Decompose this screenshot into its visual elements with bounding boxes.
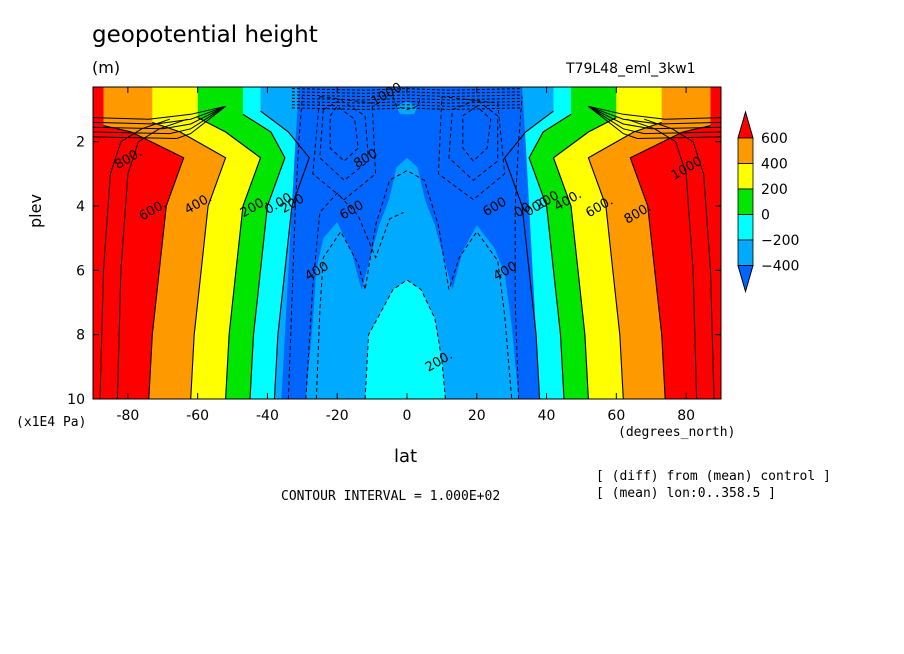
contour-line-dashed xyxy=(462,105,492,162)
colorbar-label: −200 xyxy=(761,233,799,249)
colorbar-label: 200 xyxy=(761,182,788,198)
chart-title: geopotential height xyxy=(92,22,318,48)
contour-line-dashed-top xyxy=(291,104,523,107)
contour-line-upper-right xyxy=(588,105,721,120)
contour-line-upper-left xyxy=(93,105,226,140)
contour-line-left xyxy=(197,117,262,399)
contour-line-left xyxy=(242,113,286,399)
contour-line-left xyxy=(260,110,310,399)
contour-line-dashed xyxy=(329,105,359,162)
contour-line-dashed xyxy=(364,279,446,399)
x-tick-label: 0 xyxy=(403,408,412,424)
contour-line-right xyxy=(504,110,554,399)
colorbar-label: 600 xyxy=(761,131,788,147)
contour-line-dashed xyxy=(319,99,370,181)
contour-line-left xyxy=(103,125,185,399)
contour-line-upper-right xyxy=(588,105,721,130)
contour-label: 00 xyxy=(512,200,534,221)
x-tick-label: 40 xyxy=(538,408,556,424)
fill-lightblue-upper xyxy=(386,157,428,255)
contour-line-dashed-top xyxy=(291,94,523,98)
x-tick-label: -20 xyxy=(326,408,349,424)
y-tick-label: 4 xyxy=(76,199,85,215)
colorbar-segment xyxy=(737,214,754,241)
mean-note: [ (mean) lon:0..358.5 ] xyxy=(596,486,777,501)
contour-line-upper-left xyxy=(93,105,226,125)
colorbar-label: −400 xyxy=(761,259,799,275)
contour-line-outer xyxy=(99,118,170,399)
chart-units: (m) xyxy=(92,58,121,77)
y-tick-label: 2 xyxy=(76,135,85,151)
contour-line-dashed xyxy=(287,96,303,399)
colorbar-segment xyxy=(737,188,754,215)
y-tick-label: 8 xyxy=(76,328,85,344)
colorbar-label: 0 xyxy=(761,208,770,224)
x-axis-unit: (degrees_north) xyxy=(618,425,736,440)
contour-line-dashed-top xyxy=(291,107,523,111)
colorbar-segment xyxy=(737,163,754,190)
contour-line-dashed xyxy=(392,96,422,111)
contour-line-dashed xyxy=(315,170,513,399)
contour-line-right xyxy=(587,121,662,399)
contour-line-dashed xyxy=(514,96,523,399)
run-name: T79L48_eml_3kw1 xyxy=(566,61,696,77)
x-tick-label: 20 xyxy=(468,408,486,424)
colorbar-arrow-bottom xyxy=(737,265,754,294)
contour-line-upper-right xyxy=(588,105,721,140)
contour-line-right xyxy=(629,125,711,399)
y-tick-label: 10 xyxy=(67,392,85,408)
x-tick-label: 80 xyxy=(677,408,695,424)
y-axis-unit: (x1E4 Pa) xyxy=(16,415,87,430)
contour-line-dashed xyxy=(305,192,404,399)
colorbar-label: 400 xyxy=(761,157,788,173)
y-tick-label: 6 xyxy=(76,263,85,279)
contour-line-outer xyxy=(626,118,698,399)
contour-line-left xyxy=(152,121,227,399)
contour-line-upper-right xyxy=(588,105,721,135)
contour-line-outer xyxy=(116,118,188,399)
colorbar-segment xyxy=(737,137,754,164)
x-tick-label: -40 xyxy=(256,408,279,424)
x-tick-label: 60 xyxy=(607,408,625,424)
contour-line-dashed xyxy=(312,96,377,201)
diff-note: [ (diff) from (mean) control ] xyxy=(596,469,831,484)
contour-line-right xyxy=(528,113,572,399)
contour-line-outer xyxy=(644,118,715,399)
contour-line-dashed-top xyxy=(291,100,523,104)
contour-line-upper-left xyxy=(93,105,226,135)
contour-line-upper-left xyxy=(93,105,226,120)
contour-line-dashed-top xyxy=(291,97,523,101)
contour-line-upper-left xyxy=(93,105,226,130)
contour-line-right xyxy=(552,117,617,399)
colorbar-arrow-top xyxy=(737,110,754,139)
contour-line-dashed xyxy=(437,96,506,201)
x-axis-label: lat xyxy=(394,446,418,467)
x-tick-label: -80 xyxy=(116,408,139,424)
x-tick-label: -60 xyxy=(186,408,209,424)
contour-line-upper-right xyxy=(588,105,721,125)
colorbar-segment xyxy=(737,239,754,266)
fill-cyan-core xyxy=(365,280,446,399)
contour-line-dashed xyxy=(448,99,499,181)
contour-interval: CONTOUR INTERVAL = 1.000E+02 xyxy=(281,489,501,504)
